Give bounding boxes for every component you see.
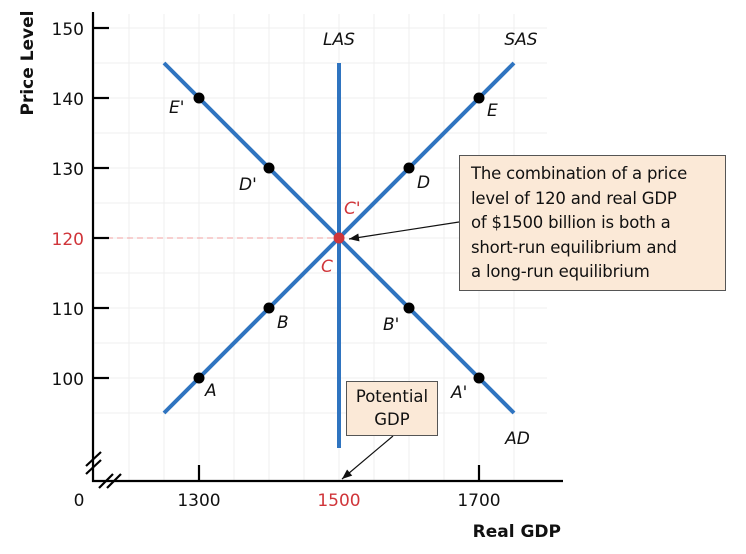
- data-points: [193, 92, 485, 384]
- annotation-arrows: [341, 221, 460, 480]
- callout-line: The combination of a price: [471, 164, 688, 183]
- equilibrium-callout: The combination of a price level of 120 …: [459, 155, 726, 291]
- y-tick-label: 100: [52, 370, 84, 390]
- data-point: [263, 302, 275, 314]
- axis-break-mark: [85, 451, 102, 467]
- point-label: C': [344, 199, 361, 219]
- callout-line: a long-run equilibrium: [471, 262, 650, 281]
- y-tick-label: 120: [52, 230, 84, 250]
- axis-break-mark: [98, 473, 114, 489]
- data-point: [193, 372, 205, 384]
- labels: SAS A B C D E AD A' B' C' D' E' LAS: [169, 30, 538, 449]
- data-point: [473, 92, 485, 104]
- callout-line: Potential: [355, 387, 429, 406]
- point-label: C: [321, 257, 333, 277]
- y-tick-label: 140: [52, 90, 84, 110]
- equilibrium-arrow: [348, 221, 460, 240]
- callout-line: GDP: [374, 410, 410, 429]
- las-curve-label: LAS: [323, 30, 355, 50]
- callout-line: of $1500 billion is both a: [471, 213, 671, 232]
- point-label: B: [277, 313, 289, 333]
- potential-gdp-arrow: [341, 435, 394, 480]
- y-tick-label: 130: [52, 160, 84, 180]
- data-point: [473, 372, 485, 384]
- data-point: [403, 302, 415, 314]
- equilibrium-point: [333, 232, 345, 244]
- x-tick-label: 1700: [457, 491, 500, 511]
- y-axis-title: Price Level: [18, 11, 38, 116]
- data-point: [193, 92, 205, 104]
- axes: 100 110 120 130 140 150 1300 1500 1700 0 Real GDP P…: [18, 11, 563, 542]
- point-label: B': [383, 315, 399, 335]
- data-point: [263, 162, 275, 174]
- x-tick-label: 1300: [177, 491, 220, 511]
- point-label: A: [204, 381, 217, 401]
- potential-gdp-callout: Potential GDP: [346, 381, 438, 436]
- data-point: [403, 162, 415, 174]
- point-label: D': [239, 175, 257, 195]
- arrowhead-icon: [349, 233, 360, 242]
- origin-label: 0: [74, 491, 85, 511]
- sas-curve-label: SAS: [504, 30, 537, 50]
- arrowhead-icon: [342, 469, 353, 479]
- point-label: D: [417, 173, 430, 193]
- point-label: A': [450, 383, 467, 403]
- ad-curve-label: AD: [504, 429, 530, 449]
- point-label: E: [487, 101, 498, 121]
- axis-break-mark: [106, 473, 122, 489]
- callout-line: level of 120 and real GDP: [471, 188, 677, 208]
- point-label: E': [169, 98, 184, 118]
- y-tick-label: 150: [52, 20, 84, 40]
- x-axis-title: Real GDP: [473, 522, 561, 542]
- y-tick-label: 110: [52, 300, 84, 320]
- callout-line: short-run equilibrium and: [471, 237, 677, 257]
- x-tick-label: 1500: [317, 491, 360, 511]
- axis-break-mark: [85, 459, 102, 475]
